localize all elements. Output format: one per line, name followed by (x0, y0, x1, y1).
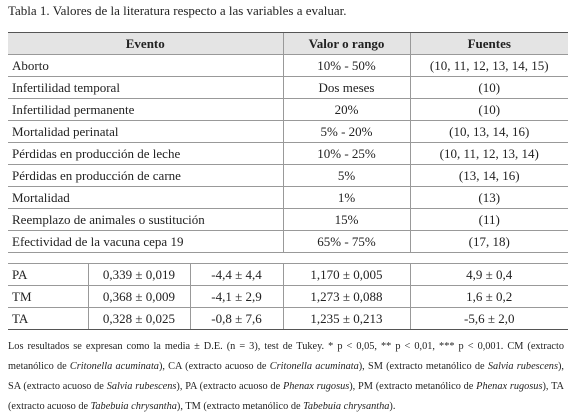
row: Mortalidad 1% (13) (8, 186, 568, 209)
cell: Reemplazo de animales o sustitución (8, 208, 283, 231)
species-name: Tabebuia chrysantha (90, 401, 177, 412)
cell: 1,6 ± 0,2 (409, 285, 568, 308)
row: Infertilidad permanente 20% (10) (8, 98, 568, 121)
row: Pérdidas en producción de leche 10% - 25%… (8, 142, 568, 165)
species-name: Critonella acuminata (69, 361, 159, 372)
cell: 0,368 ± 0,009 (87, 285, 190, 308)
row: Infertilidad temporal Dos meses (10) (8, 76, 568, 99)
cell: Aborto (8, 54, 283, 77)
cell: Mortalidad (8, 186, 283, 209)
cell: 10% - 25% (282, 142, 410, 165)
header-row: Evento Valor o rango Fuentes (8, 32, 568, 55)
table: Evento Valor o rango Fuentes Aborto 10% - 50… (8, 32, 568, 253)
cell: 0,328 ± 0,025 (87, 307, 190, 330)
cell: PA (8, 263, 88, 286)
row: Mortalidad perinatal 5% - 20% (10, 13, 14,… (8, 120, 568, 143)
cell: (11) (409, 208, 568, 231)
species-name: Salvia rubescens (487, 361, 558, 372)
species-name: Salvia rubescens (106, 381, 177, 392)
cell: (10, 11, 12, 13, 14, 15) (409, 54, 568, 77)
cell: -5,6 ± 2,0 (409, 307, 568, 330)
cell: -4,1 ± 2,9 (189, 285, 283, 308)
row: Aborto 10% - 50% (10, 11, 12, 13, 14, 15) (8, 54, 568, 77)
cell: Infertilidad temporal (8, 76, 283, 99)
table: PA 0,339 ± 0,019 -4,4 ± 4,4 1,170 ± 0,005 4,… (8, 263, 568, 330)
row: Efectividad de la vacuna cepa 19 65% - 75… (8, 230, 568, 253)
cell: (17, 18) (409, 230, 568, 253)
cell: (10, 13, 14, 16) (409, 120, 568, 143)
cell: 1% (282, 186, 410, 209)
species-name: Critonella acuminata (269, 361, 359, 372)
row: TA 0,328 ± 0,025 -0,8 ± 7,6 1,235 ± 0,213 -5… (8, 307, 568, 330)
footnote-text: ), TA (extracto acuoso de (8, 381, 564, 412)
cell: 1,170 ± 0,005 (282, 263, 410, 286)
footnote: Los resultados se expresan como la media… (8, 337, 564, 417)
cell: (10, 11, 12, 13, 14) (409, 142, 568, 165)
cell: -4,4 ± 4,4 (189, 263, 283, 286)
cell: 0,339 ± 0,019 (87, 263, 190, 286)
cell: -0,8 ± 7,6 (189, 307, 283, 330)
footnote-text: ), PM (extracto metanólico de (349, 381, 477, 392)
table-title: Tabla 1. Valores de la literatura respec… (8, 3, 347, 18)
cell: Infertilidad permanente (8, 98, 283, 121)
cell: TM (8, 285, 88, 308)
row: Reemplazo de animales o sustitución 15% (1… (8, 208, 568, 231)
row: TM 0,368 ± 0,009 -4,1 ± 2,9 1,273 ± 0,088 1,… (8, 285, 568, 308)
cell: Dos meses (282, 76, 410, 99)
cell: TA (8, 307, 88, 330)
species-name: Tabebuia chrysantha (303, 401, 390, 412)
footnote-text: ), CA (extracto acuoso de (158, 361, 270, 372)
cell: 4,9 ± 0,4 (409, 263, 568, 286)
row: Pérdidas en producción de carne 5% (13, 14… (8, 164, 568, 187)
footnote-text: ), PA (extracto acuoso de (176, 381, 283, 392)
cell: 15% (282, 208, 410, 231)
cell: (13) (409, 186, 568, 209)
cell: 5% - 20% (282, 120, 410, 143)
species-name: Phenax rugosus (282, 381, 350, 392)
cell: Pérdidas en producción de leche (8, 142, 283, 165)
row: PA 0,339 ± 0,019 -4,4 ± 4,4 1,170 ± 0,005 4,… (8, 263, 568, 286)
header-cell: Valor o rango (282, 32, 410, 55)
header-cell: Evento (8, 32, 283, 55)
footnote-text: ), SA (extracto acuoso de (8, 361, 564, 392)
footnote-text: ). (389, 401, 396, 412)
cell: 5% (282, 164, 410, 187)
cell: (10) (409, 76, 568, 99)
cell: 10% - 50% (282, 54, 410, 77)
cell: (13, 14, 16) (409, 164, 568, 187)
cell: Pérdidas en producción de carne (8, 164, 283, 187)
footnote-text: ), SM (extracto metanólico de (358, 361, 488, 372)
cell: 65% - 75% (282, 230, 410, 253)
cell: 1,273 ± 0,088 (282, 285, 410, 308)
cell: 20% (282, 98, 410, 121)
footnote-text: Los resultados se expresan como la media… (8, 341, 564, 372)
species-name: Phenax rugosus (476, 381, 543, 392)
header-cell: Fuentes (409, 32, 568, 55)
cell: 1,235 ± 0,213 (282, 307, 410, 330)
footnote-text: ), TM (extracto metanólico de (176, 401, 304, 412)
cell: Efectividad de la vacuna cepa 19 (8, 230, 283, 253)
cell: (10) (409, 98, 568, 121)
cell: Mortalidad perinatal (8, 120, 283, 143)
